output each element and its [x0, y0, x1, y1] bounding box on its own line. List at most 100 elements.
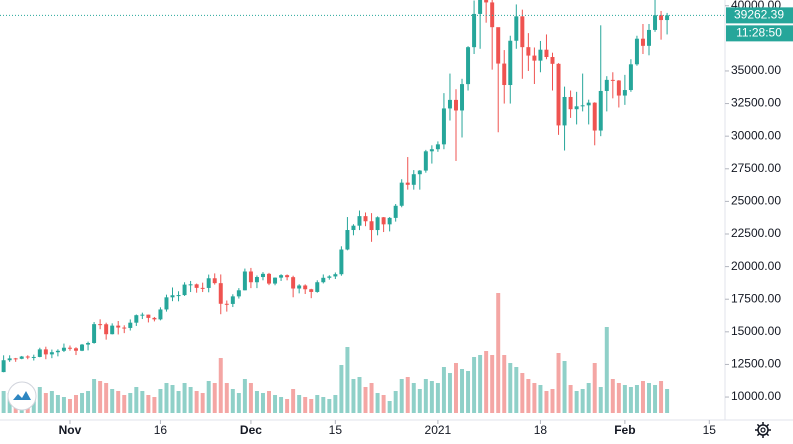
candle-body — [351, 225, 356, 231]
volume-bar — [55, 395, 60, 413]
volume-bar — [200, 393, 205, 413]
candle-body — [411, 174, 416, 185]
axes: 10000.00 12500.00 15000.00 17500.00 20000.00… — [59, 0, 793, 437]
candle-body — [447, 99, 452, 109]
candle-body — [640, 38, 645, 46]
candle-body — [236, 290, 241, 297]
volume-bar — [550, 389, 555, 413]
volume-bar — [460, 369, 465, 413]
volume-bar — [98, 381, 103, 413]
volume-bar — [647, 383, 651, 413]
plot-area — [0, 0, 725, 413]
y-tick-label: 20000.00 — [731, 259, 781, 273]
volume-bar — [628, 387, 633, 413]
volume-bar — [586, 383, 591, 413]
x-tick-label: 18 — [534, 423, 548, 437]
candle-body — [267, 273, 272, 284]
candle-body — [538, 49, 543, 61]
candle-body — [393, 205, 398, 218]
y-tick-label: 12500.00 — [731, 357, 781, 371]
volume-bar — [659, 381, 664, 413]
candle-body — [363, 216, 368, 222]
candle-body — [562, 96, 567, 126]
volume-bar — [574, 391, 579, 413]
candle-body — [291, 277, 296, 289]
volume-bar — [375, 393, 380, 413]
candle-body — [472, 13, 477, 48]
candle-body — [164, 297, 169, 310]
volume-bar — [212, 383, 217, 413]
candle-body — [628, 64, 633, 91]
candle-body — [212, 278, 217, 284]
candle-body — [176, 295, 181, 297]
volume-bar — [49, 391, 54, 413]
candle-body — [453, 99, 458, 111]
volume-bar — [267, 391, 272, 413]
volume-bar — [532, 383, 537, 413]
candle-body — [532, 55, 537, 61]
candle-body — [116, 325, 121, 328]
y-tick-label: 27500.00 — [731, 161, 781, 175]
volume-bar — [520, 373, 525, 413]
volume-bar — [86, 391, 91, 413]
settings-icon[interactable] — [755, 422, 771, 438]
volume-bar — [363, 387, 368, 413]
x-tick-label: Dec — [240, 423, 262, 437]
candle-body — [13, 358, 18, 360]
candle-body — [441, 108, 446, 145]
candle-body — [375, 217, 380, 231]
y-tick-label: 32500.00 — [731, 96, 781, 110]
volume-bar — [315, 395, 320, 413]
y-tick-label: 25000.00 — [731, 194, 781, 208]
y-tick-label: 30000.00 — [731, 128, 781, 142]
candle-body — [128, 322, 133, 328]
volume-bar — [164, 383, 169, 413]
candle-body — [170, 295, 175, 298]
volume-bar — [242, 379, 247, 413]
candle-body — [345, 230, 350, 250]
x-tick-label: Nov — [59, 423, 82, 437]
candle-body — [622, 90, 627, 96]
candle-body — [610, 79, 615, 81]
candle-body — [254, 277, 259, 283]
candle-body — [182, 284, 187, 296]
volume-bar — [291, 389, 296, 413]
candle-body — [381, 217, 386, 225]
candle-body — [490, 2, 495, 28]
volume-bar — [568, 385, 573, 413]
candle-body — [49, 352, 54, 355]
volume-bar — [472, 357, 477, 413]
candle-body — [574, 106, 579, 110]
candle-body — [43, 349, 48, 355]
volume-bar — [592, 363, 597, 413]
candle-body — [309, 289, 314, 292]
volume-bar — [502, 355, 507, 413]
volume-bar — [562, 361, 567, 413]
volume-bar — [417, 389, 422, 413]
candle-body — [194, 284, 199, 288]
candle-body — [484, 0, 489, 3]
candle-body — [315, 282, 320, 292]
candle-body — [544, 49, 549, 58]
candle-body — [592, 102, 597, 131]
candle-body — [399, 182, 404, 206]
volume-bar — [104, 383, 109, 413]
candle-body — [122, 327, 127, 329]
candle-body — [417, 170, 422, 175]
volume-bar — [279, 397, 284, 413]
y-tick-label: 22500.00 — [731, 226, 781, 240]
volume-bar — [447, 373, 452, 413]
candle-body — [260, 273, 265, 278]
candle-body — [526, 47, 531, 56]
volume-bar — [61, 397, 66, 413]
volume-bar — [610, 379, 615, 413]
candle-body — [598, 90, 603, 131]
candle-body — [80, 344, 85, 351]
y-tick-label: 35000.00 — [731, 63, 781, 77]
candle-body — [31, 356, 36, 358]
candle-body — [405, 182, 410, 185]
candle-body — [273, 277, 278, 284]
candle-body — [333, 274, 338, 277]
volume-bar — [248, 383, 253, 413]
